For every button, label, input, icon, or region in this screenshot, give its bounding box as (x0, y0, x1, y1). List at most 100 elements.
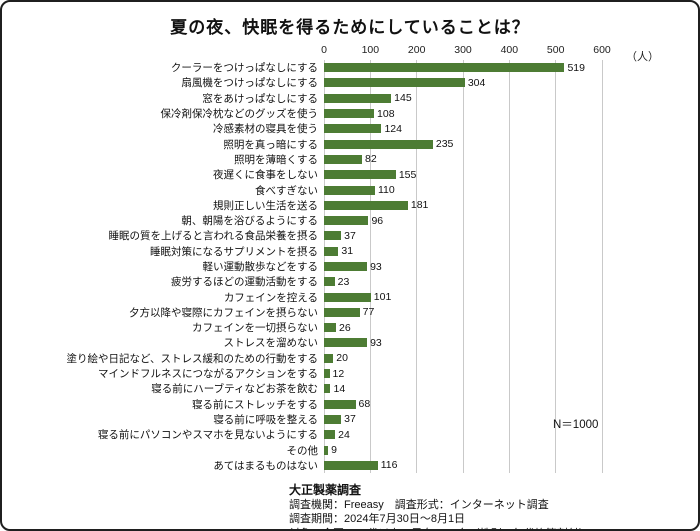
chart-row: ストレスを溜めない 93 (2, 335, 698, 350)
category-label: 睡眠対策になるサプリメントを摂る (150, 245, 318, 258)
bar (324, 430, 336, 440)
bar-track: 20 (324, 351, 602, 366)
bar (324, 139, 433, 149)
value-label: 235 (435, 138, 454, 151)
bar-track: 26 (324, 320, 602, 335)
category-label: あてはまるものはない (213, 459, 318, 472)
bar-track: 108 (324, 106, 602, 121)
value-label: 23 (337, 275, 350, 288)
axis-tick-label: 400 (500, 44, 519, 56)
chart-title: 夏の夜、快眠を得るためにしていることは？ (170, 18, 530, 37)
category-label: 夜遅くに食事をしない (213, 169, 318, 182)
bar (324, 93, 392, 103)
category-label: 夕方以降や寝際にカフェインを摂らない (129, 306, 318, 319)
bar (324, 338, 368, 348)
chart-row: 塗り絵や日記など、ストレス緩和のための行動をする 20 (2, 351, 698, 366)
axis-tick-label: 300 (454, 44, 472, 56)
sample-size-label: N＝1000 (553, 419, 599, 431)
bar-track: 14 (324, 381, 602, 396)
bar-track: 145 (324, 91, 602, 106)
axis-tick-label: 0 (321, 44, 327, 56)
chart-row: 寝る前に呼吸を整える 37 (2, 412, 698, 427)
bar-track: 116 (324, 458, 602, 473)
value-label: 304 (467, 76, 486, 89)
category-label: カフェインを一切摂らない (192, 322, 318, 335)
category-label: マインドフルネスにつながるアクションをする (98, 368, 318, 381)
bar (324, 460, 378, 470)
chart-row: 寝る前にパソコンやスマホを見ないようにする 24 (2, 427, 698, 442)
bar (324, 124, 382, 134)
category-label: その他 (286, 444, 319, 457)
bar (324, 154, 362, 164)
value-label: 20 (336, 352, 348, 365)
bar (324, 63, 565, 73)
bar (324, 216, 369, 226)
chart-row: 保冷剤保冷枕などのグッズを使う 108 (2, 106, 698, 121)
bar-track: 68 (324, 397, 602, 412)
chart-row: 夕方以降や寝際にカフェインを摂らない 77 (2, 305, 698, 320)
survey-period-line: 調査期間：2024年7月30日～8月1日 (289, 513, 466, 526)
category-label: 窓をあけっぱなしにする (202, 92, 318, 105)
value-label: 96 (371, 214, 384, 227)
survey-target-line: 対象：全国の20代以上の男女1000名（性別・年代均等割付） (289, 527, 698, 529)
category-label: 照明を真っ暗にする (223, 138, 318, 151)
category-label: 照明を薄暗くする (234, 153, 318, 166)
bar-track: 12 (324, 366, 602, 381)
value-label: 9 (331, 444, 337, 457)
bar-track: 23 (324, 274, 602, 289)
bar (324, 414, 342, 424)
chart-row: あてはまるものはない 116 (2, 458, 698, 473)
bar-track: 96 (324, 213, 602, 228)
chart-row: マインドフルネスにつながるアクションをする 12 (2, 366, 698, 381)
survey-agency-line: 調査機関：Freeasy 調査形式：インターネット調査 (289, 499, 549, 512)
bar-track: 181 (324, 198, 602, 213)
chart-row: 疲労するほどの運動活動をする 23 (2, 274, 698, 289)
bar-track: 110 (324, 182, 602, 197)
value-label: 519 (567, 61, 585, 74)
value-label: 77 (362, 306, 375, 319)
value-label: 37 (344, 229, 356, 242)
bar-track: 304 (324, 75, 602, 90)
bar (324, 170, 396, 180)
chart-row: 寝る前にハーブティなどお茶を飲む 14 (2, 381, 698, 396)
bar (324, 353, 334, 363)
chart-row: 朝、朝陽を浴びるようにする 96 (2, 213, 698, 228)
value-label: 68 (358, 398, 371, 411)
category-label: カフェインを控える (223, 291, 318, 304)
chart-row: 規則正しい生活を送る 181 (2, 198, 698, 213)
bar-track: 124 (324, 121, 602, 136)
value-label: 145 (394, 92, 412, 105)
chart-row: その他 9 (2, 442, 698, 457)
bar (324, 369, 330, 379)
chart-row: クーラーをつけっぱなしにする 519 (2, 60, 698, 75)
bar (324, 231, 342, 241)
chart-row: 夜遅くに食事をしない 155 (2, 167, 698, 182)
bar-track: 37 (324, 228, 602, 243)
bar (324, 445, 329, 455)
axis-tick-label: 600 (593, 44, 611, 56)
bar-track: 24 (324, 427, 602, 442)
bar-chart: （人） 0 100 200 300 400 500 600 N＝1000 クーラーをつけっぱ… (2, 44, 698, 474)
category-label: 寝る前にパソコンやスマホを見ないようにする (97, 429, 318, 442)
chart-row: 窓をあけっぱなしにする 145 (2, 91, 698, 106)
value-label: 24 (338, 428, 350, 441)
value-label: 14 (333, 382, 346, 395)
value-label: 110 (377, 184, 395, 197)
bar-track: 101 (324, 289, 602, 304)
chart-row: 照明を薄暗くする 82 (2, 152, 698, 167)
bar-track: 235 (324, 136, 602, 151)
chart-row: 睡眠の質を上げると言われる食品栄養を摂る 37 (2, 228, 698, 243)
bar-track: 9 (324, 442, 602, 457)
value-label: 37 (344, 413, 356, 426)
axis-unit-label: （人） (626, 51, 659, 63)
category-label: クーラーをつけっぱなしにする (170, 62, 318, 75)
bar (324, 78, 465, 88)
chart-row: カフェインを一切摂らない 26 (2, 320, 698, 335)
chart-row: 食べすぎない 110 (2, 182, 698, 197)
bar-track: 82 (324, 152, 602, 167)
bar-track: 93 (324, 259, 602, 274)
category-label: 睡眠の質を上げると言われる食品栄養を摂る (108, 230, 318, 243)
chart-row: 冷感素材の寝具を使う 124 (2, 121, 698, 136)
bar (324, 246, 339, 256)
chart-row: 寝る前にストレッチをする 68 (2, 397, 698, 412)
